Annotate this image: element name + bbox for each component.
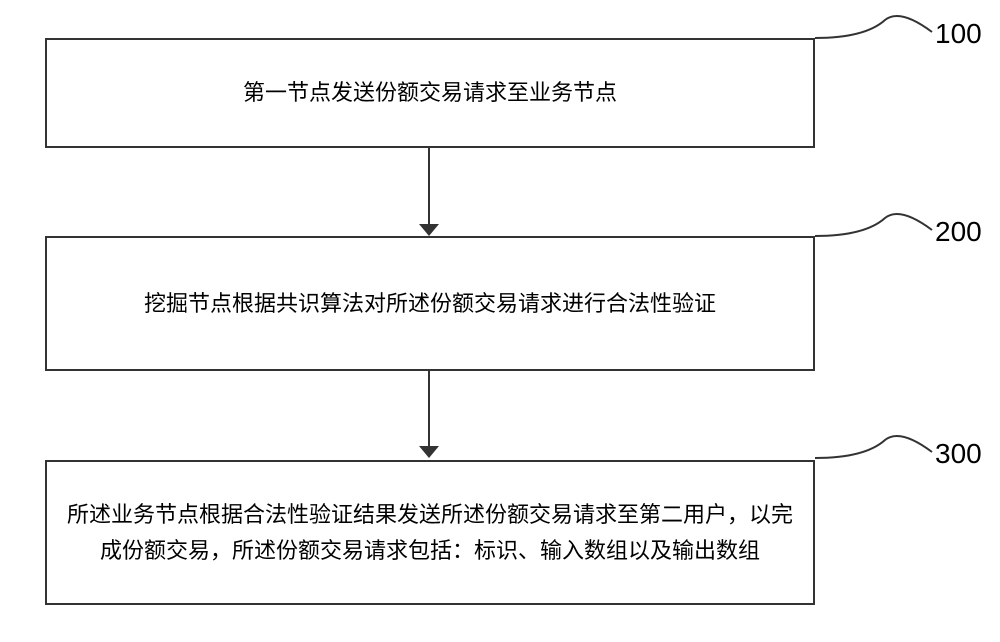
flowchart-node-2: 挖掘节点根据共识算法对所述份额交易请求进行合法性验证 — [45, 236, 815, 371]
flowchart-node-1-text: 第一节点发送份额交易请求至业务节点 — [243, 75, 617, 110]
step-label-1: 100 — [935, 18, 982, 50]
flowchart-node-3-text: 所述业务节点根据合法性验证结果发送所述份额交易请求至第二用户，以完成份额交易，所… — [67, 497, 793, 567]
flowchart-canvas: 第一节点发送份额交易请求至业务节点 100 挖掘节点根据共识算法对所述份额交易请… — [0, 0, 1000, 642]
flowchart-node-1: 第一节点发送份额交易请求至业务节点 — [45, 38, 815, 148]
leader-line-2 — [815, 208, 935, 248]
arrow-2-to-3 — [428, 371, 430, 448]
flowchart-node-3: 所述业务节点根据合法性验证结果发送所述份额交易请求至第二用户，以完成份额交易，所… — [45, 460, 815, 605]
arrow-head-1-to-2 — [419, 224, 439, 236]
arrow-head-2-to-3 — [419, 446, 439, 458]
leader-line-1 — [815, 10, 935, 50]
step-label-3: 300 — [935, 438, 982, 470]
flowchart-node-2-text: 挖掘节点根据共识算法对所述份额交易请求进行合法性验证 — [144, 286, 716, 321]
leader-line-3 — [815, 430, 935, 470]
step-label-2: 200 — [935, 216, 982, 248]
arrow-1-to-2 — [428, 148, 430, 226]
